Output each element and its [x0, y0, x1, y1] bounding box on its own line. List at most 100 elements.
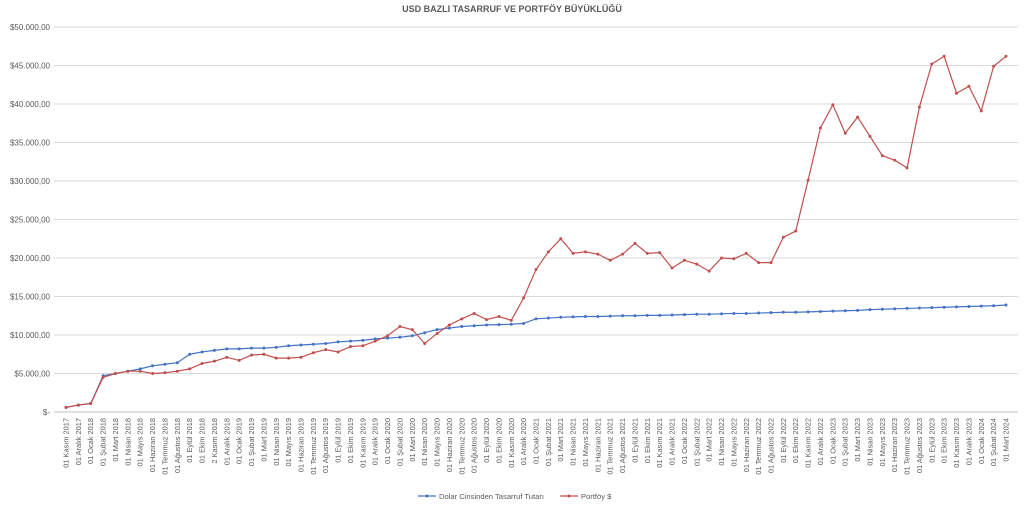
x-tick-label-8: 01 Temmuz 2018: [160, 418, 169, 475]
data-point-1-75: [992, 64, 996, 68]
x-tick-label-57: 01 Ağustos 2022: [767, 418, 776, 473]
x-tick-label-49: 01 Aralık 2021: [668, 418, 677, 465]
data-point-1-68: [905, 166, 909, 170]
data-point-1-64: [856, 115, 860, 119]
data-point-0-56: [757, 311, 761, 315]
data-point-1-56: [757, 261, 761, 265]
x-tick-label-50: 01 Ocak 2022: [680, 418, 689, 464]
data-point-0-22: [336, 340, 340, 344]
data-point-0-12: [212, 348, 216, 352]
x-tick-label-70: 01 Eylül 2023: [927, 418, 936, 463]
data-point-0-23: [348, 339, 352, 343]
x-tick-label-43: 01 Haziran 2021: [593, 418, 602, 472]
data-point-1-21: [324, 348, 328, 352]
data-point-0-35: [497, 323, 501, 327]
data-point-0-28: [410, 334, 414, 338]
x-tick-label-54: 01 Mayıs 2022: [729, 418, 738, 466]
data-point-0-59: [794, 310, 798, 314]
data-point-0-66: [880, 307, 884, 311]
data-point-1-28: [410, 328, 414, 332]
x-tick-label-74: 01 Ocak 2024: [977, 418, 986, 464]
x-tick-label-27: 01 Şubat 2020: [395, 418, 404, 466]
data-point-1-26: [386, 334, 390, 338]
x-tick-label-52: 01 Mart 2022: [705, 418, 714, 462]
data-point-0-58: [781, 310, 785, 314]
data-point-0-51: [695, 312, 699, 316]
data-point-0-36: [509, 322, 513, 326]
data-point-1-18: [287, 356, 291, 360]
data-point-1-60: [806, 178, 810, 182]
data-point-0-27: [398, 335, 402, 339]
x-tick-label-48: 01 Kasım 2021: [655, 418, 664, 468]
data-point-1-37: [522, 296, 526, 300]
x-tick-label-9: 01 Ağustos 2018: [173, 418, 182, 473]
series-line-1: [65, 55, 1007, 408]
legend-marker-0: [425, 494, 429, 498]
x-tick-label-72: 01 Kasım 2023: [952, 418, 961, 468]
x-tick-label-17: 01 Nisan 2019: [272, 418, 281, 466]
x-tick-label-58: 01 Eylül 2022: [779, 418, 788, 463]
data-point-0-44: [608, 314, 612, 318]
data-point-1-24: [361, 344, 365, 348]
data-point-0-41: [571, 315, 575, 319]
x-tick-label-6: 01 Mayıs 2018: [136, 418, 145, 466]
data-point-0-24: [361, 338, 365, 342]
x-tick-label-5: 01 Nisan 2018: [123, 418, 132, 466]
data-point-1-31: [447, 323, 451, 327]
x-tick-label-73: 01 Aralık 2023: [964, 418, 973, 465]
x-tick-label-68: 01 Temmuz 2023: [903, 418, 912, 475]
x-tick-label-38: 01 Ocak 2021: [532, 418, 541, 464]
data-point-1-58: [781, 235, 785, 239]
data-point-0-49: [670, 313, 674, 317]
x-tick-label-53: 01 Nisan 2022: [717, 418, 726, 466]
data-point-1-55: [744, 251, 748, 255]
data-point-0-32: [460, 325, 464, 329]
data-point-1-29: [423, 341, 427, 345]
x-tick-label-19: 01 Haziran 2019: [297, 418, 306, 472]
data-point-0-55: [744, 311, 748, 315]
data-point-1-63: [843, 131, 847, 135]
data-point-0-21: [324, 341, 328, 345]
data-point-0-45: [621, 314, 625, 318]
y-tick-label-0: $-: [43, 408, 50, 417]
data-point-1-20: [311, 351, 315, 355]
data-point-1-19: [299, 355, 303, 359]
data-point-1-40: [559, 237, 563, 241]
data-point-1-72: [955, 91, 959, 95]
y-tick-label-3: $15.000,00: [10, 293, 51, 302]
data-point-1-10: [188, 367, 192, 371]
data-point-0-20: [311, 342, 315, 346]
x-tick-label-30: 01 Mayıs 2020: [433, 418, 442, 466]
x-tick-label-25: 01 Aralık 2019: [371, 418, 380, 465]
x-tick-label-4: 01 Mart 2018: [111, 418, 120, 462]
data-point-1-70: [930, 62, 934, 66]
x-tick-label-61: 01 Aralık 2022: [816, 418, 825, 465]
data-point-1-6: [138, 369, 142, 373]
y-tick-label-1: $5.000,00: [14, 370, 50, 379]
data-point-1-1: [76, 403, 80, 407]
data-point-0-34: [485, 323, 489, 327]
x-tick-label-65: 01 Nisan 2023: [865, 418, 874, 466]
x-tick-label-3: 01 Şubat 2018: [99, 418, 108, 466]
data-point-1-5: [126, 369, 130, 373]
gridlines: [54, 26, 1018, 374]
data-point-1-66: [880, 154, 884, 158]
data-point-0-14: [237, 347, 241, 351]
x-tick-label-44: 01 Temmuz 2021: [606, 418, 615, 475]
data-point-1-7: [151, 372, 155, 375]
data-point-1-27: [398, 325, 402, 329]
x-tick-label-14: 01 Ocak 2019: [235, 418, 244, 464]
y-tick-label-7: $35.000,00: [10, 139, 51, 148]
data-point-0-29: [423, 331, 427, 335]
data-point-1-15: [250, 353, 254, 357]
data-point-1-14: [237, 358, 241, 362]
legend-label-0: Dolar Cinsinden Tasarruf Tutarı: [439, 492, 544, 501]
data-point-0-76: [1004, 303, 1008, 307]
data-point-0-17: [274, 345, 278, 349]
data-point-1-12: [212, 359, 216, 363]
data-point-1-46: [633, 241, 637, 245]
data-point-0-65: [868, 308, 872, 312]
data-point-0-7: [151, 364, 155, 368]
data-point-0-69: [917, 306, 921, 310]
